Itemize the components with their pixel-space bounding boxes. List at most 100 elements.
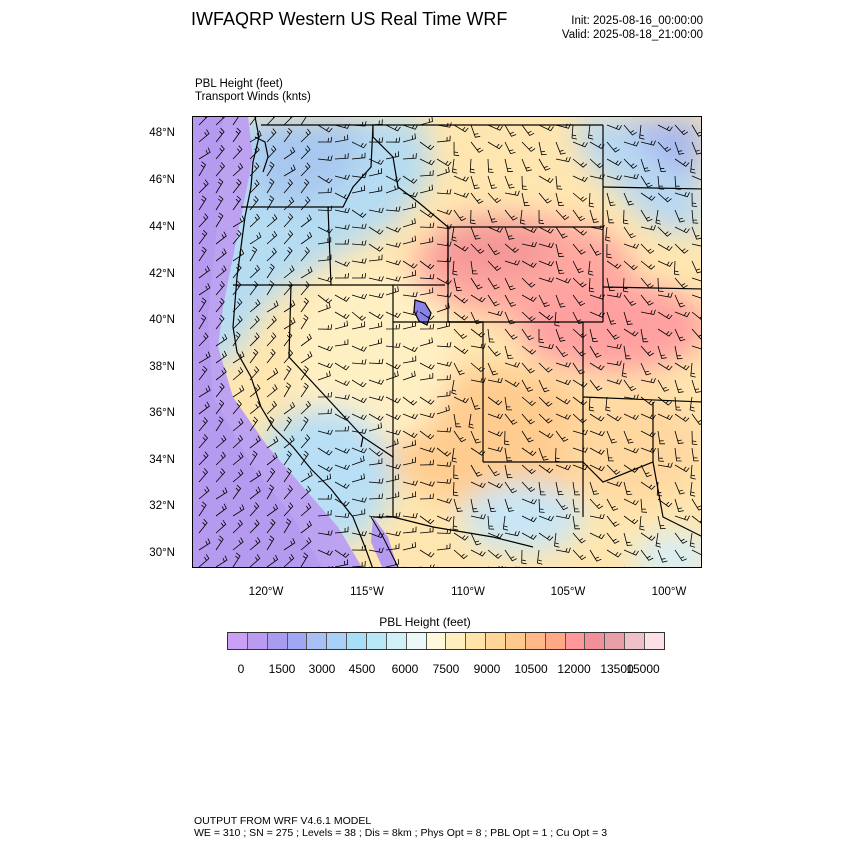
wind-barb (300, 266, 313, 279)
wind-barb (453, 430, 467, 443)
wind-barb (232, 452, 244, 466)
wind-barb (351, 185, 366, 194)
wind-barb (589, 345, 602, 358)
wind-barb (657, 158, 667, 173)
wind-barb (351, 223, 367, 229)
wind-barb (452, 481, 459, 497)
wind-barb (232, 537, 244, 551)
wind-barb (249, 450, 258, 466)
wind-barb (419, 396, 435, 405)
wind-barb (215, 162, 226, 177)
wind-barb (487, 124, 503, 131)
wind-barb (317, 509, 332, 517)
wind-barb (368, 292, 384, 299)
wind-barb (674, 243, 689, 254)
lon-tick-120: 120°W (248, 586, 284, 598)
wind-barb (538, 192, 552, 204)
wind-barb (606, 243, 612, 259)
wind-barb (453, 209, 467, 222)
wind-barb (451, 447, 458, 463)
wind-barb (689, 481, 696, 497)
wind-barb (606, 464, 621, 475)
wind-barb (487, 175, 497, 189)
wind-barb (470, 277, 483, 290)
wind-barb (334, 447, 350, 454)
wind-barb (283, 317, 296, 330)
wind-barb (249, 435, 261, 449)
wind-barb (674, 311, 690, 318)
wind-barb (521, 464, 536, 475)
wind-barb (385, 183, 399, 194)
wind-barb (589, 498, 604, 510)
wind-barb (589, 158, 604, 169)
wind-barb (555, 328, 566, 342)
wind-barb (691, 141, 701, 155)
wind-barb (215, 451, 226, 466)
colorbar-label: 1500 (268, 662, 296, 676)
wind-barb (215, 231, 227, 245)
colorbar-label: 6000 (391, 662, 419, 676)
wind-barb (300, 470, 313, 483)
wind-barb (266, 117, 276, 126)
wind-barb (504, 413, 518, 425)
wind-barb (639, 124, 645, 140)
wind-barb (419, 222, 435, 228)
wind-barb (436, 447, 452, 457)
wind-barb (368, 207, 384, 214)
wind-barb (317, 447, 333, 456)
wind-barb (622, 277, 629, 293)
wind-barb (487, 481, 503, 489)
wind-barb (623, 498, 639, 506)
colorbar-swatch (287, 633, 308, 649)
wind-barb (606, 277, 615, 292)
wind-barb (504, 345, 514, 360)
wind-barb (283, 401, 296, 415)
wind-barb (283, 127, 293, 143)
wind-barb (419, 481, 435, 487)
wind-barb (571, 124, 577, 140)
wind-barb (504, 464, 513, 479)
wind-barb (198, 501, 207, 517)
wind-barb (266, 332, 277, 347)
wind-barb (283, 281, 294, 296)
wind-barb (334, 239, 350, 245)
wind-barb (266, 518, 276, 534)
wind-barb (657, 124, 673, 132)
wind-barb (215, 555, 228, 567)
wind-barb (198, 518, 208, 534)
wind-barb (504, 481, 517, 494)
wind-barb (538, 209, 545, 225)
colorbar-swatch (406, 633, 427, 649)
wind-barb (572, 413, 587, 424)
wind-barb (402, 457, 417, 466)
wind-barb (215, 468, 226, 483)
wind-barb (572, 294, 586, 307)
wind-barb (521, 413, 535, 425)
wind-barb (300, 400, 312, 415)
wind-barb (691, 413, 701, 426)
wind-barb (351, 345, 367, 352)
wind-barb (317, 187, 332, 194)
wind-barb (351, 209, 367, 218)
colorbar-label: 3000 (308, 662, 336, 676)
wind-barb (504, 243, 519, 253)
lat-tick-32: 32°N (149, 500, 175, 512)
wind-barb (690, 158, 696, 174)
wind-barb (555, 156, 571, 163)
wind-barb (640, 549, 654, 561)
wind-barb (674, 277, 688, 289)
wind-barb (487, 141, 503, 150)
time-info: Init: 2025-08-16_00:00:00 Valid: 2025-08… (562, 14, 703, 42)
wind-barb (589, 413, 605, 422)
wind-barb (606, 158, 622, 166)
wind-barb (470, 294, 486, 303)
wind-barb (674, 396, 682, 411)
wind-barb (283, 450, 292, 466)
wind-barb (419, 141, 435, 151)
wind-barb (521, 447, 537, 457)
wind-barb (266, 315, 277, 330)
wind-barb (352, 273, 367, 279)
wind-barb (249, 502, 260, 517)
wind-barb (283, 117, 293, 126)
wind-barb (674, 226, 690, 234)
